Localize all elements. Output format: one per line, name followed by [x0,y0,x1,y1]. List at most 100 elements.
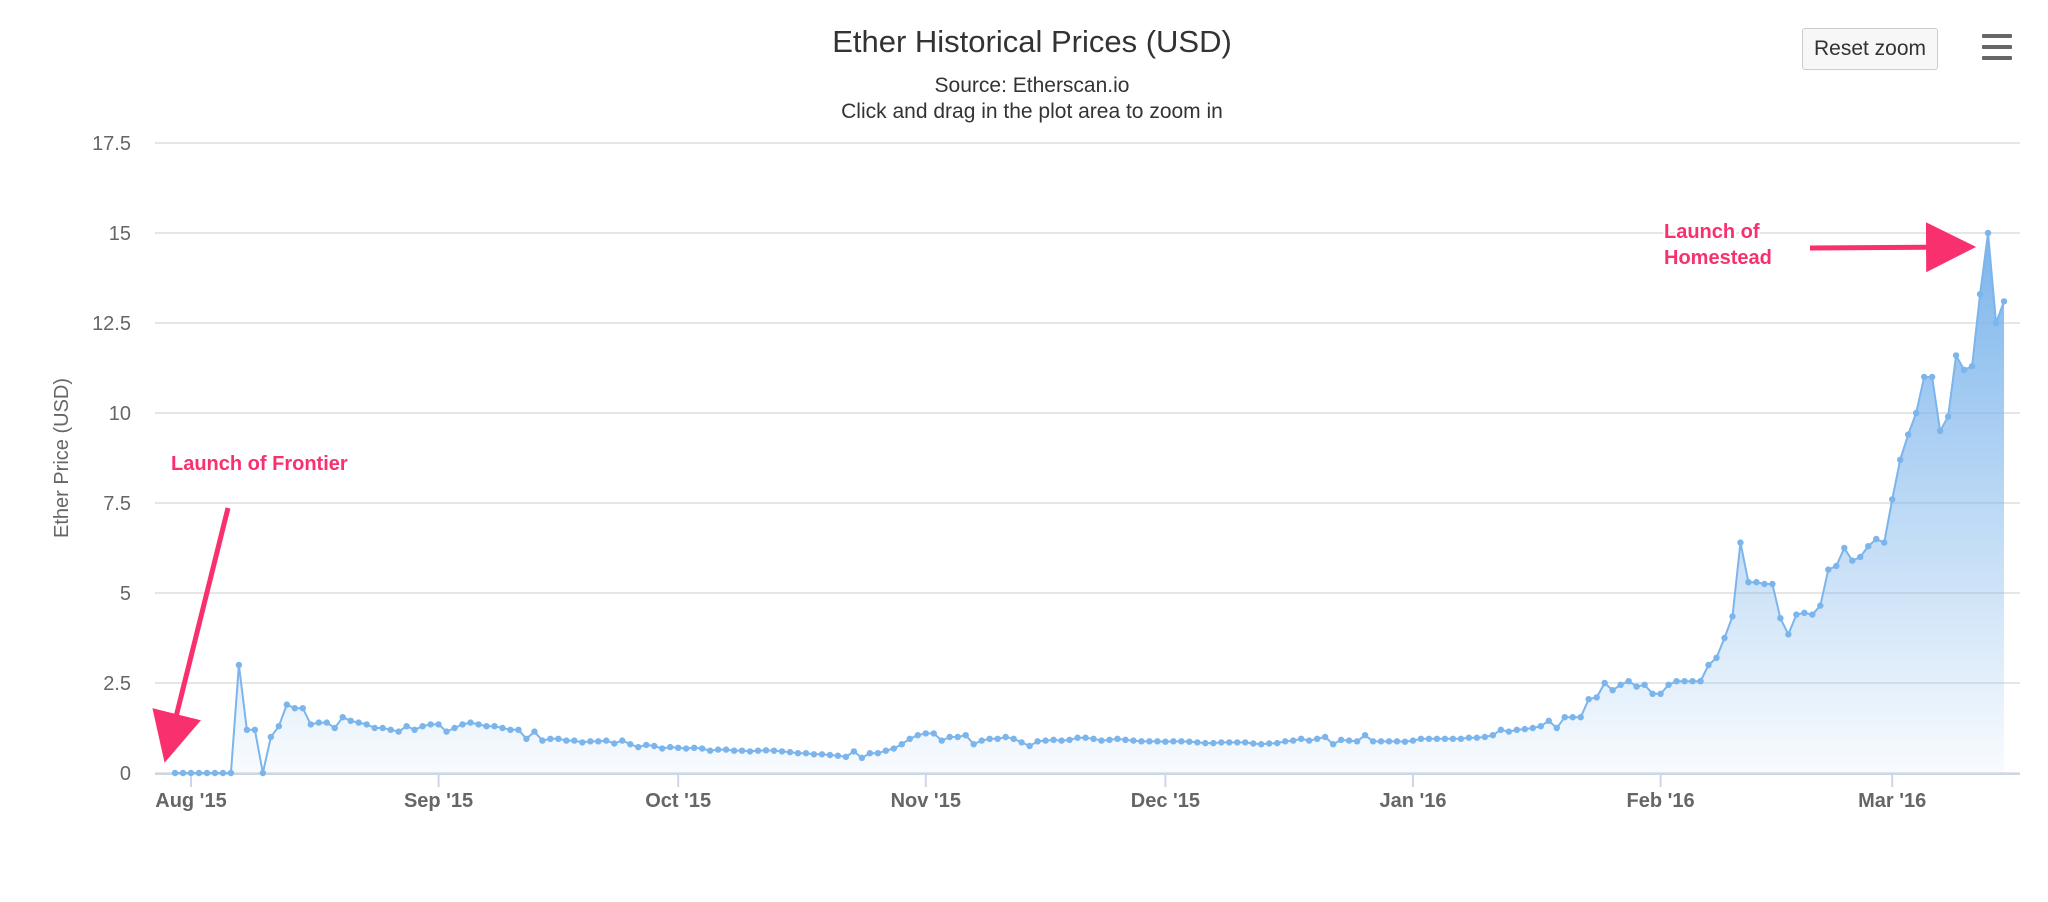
price-data-point[interactable] [762,747,770,754]
price-data-point[interactable] [690,744,698,751]
price-data-point[interactable] [1928,373,1936,381]
price-data-point[interactable] [1944,413,1952,420]
price-data-point[interactable] [571,737,578,744]
price-data-point[interactable] [890,745,898,752]
price-data-point[interactable] [219,769,227,777]
price-data-point[interactable] [1809,611,1816,618]
price-data-point[interactable] [1465,734,1473,741]
price-data-point[interactable] [1178,738,1185,745]
price-data-point[interactable] [858,754,866,762]
price-data-point[interactable] [595,738,602,745]
price-data-point[interactable] [1226,739,1233,746]
price-data-point[interactable] [1090,735,1097,742]
price-data-point[interactable] [722,746,730,753]
price-data-point[interactable] [1577,714,1584,721]
price-data-point[interactable] [1441,735,1449,742]
price-data-point[interactable] [491,723,498,730]
price-data-point[interactable] [1266,740,1273,747]
price-data-point[interactable] [547,735,554,742]
price-data-point[interactable] [882,747,890,754]
price-data-point[interactable] [243,726,251,733]
price-data-point[interactable] [1737,539,1744,546]
price-data-point[interactable] [1705,661,1712,669]
price-data-point[interactable] [1162,738,1169,745]
price-data-point[interactable] [1841,544,1848,552]
price-data-point[interactable] [1250,740,1257,747]
price-data-point[interactable] [323,719,330,726]
price-data-point[interactable] [1234,739,1241,746]
price-data-point[interactable] [1425,735,1433,742]
price-data-point[interactable] [395,728,402,735]
price-data-point[interactable] [1960,366,1968,373]
price-data-point[interactable] [1561,714,1568,721]
price-data-point[interactable] [946,733,953,741]
price-data-point[interactable] [459,721,466,728]
price-data-point[interactable] [938,737,945,744]
price-data-point[interactable] [371,724,378,732]
price-data-point[interactable] [411,726,418,733]
price-data-point[interactable] [1369,738,1377,745]
price-data-point[interactable] [1825,566,1832,573]
price-data-point[interactable] [818,751,826,758]
price-data-point[interactable] [1074,734,1081,741]
price-data-point[interactable] [387,726,394,733]
price-data-point[interactable] [1912,409,1920,417]
price-data-point[interactable] [994,735,1001,742]
hamburger-menu-icon[interactable] [1982,34,2012,60]
price-data-point[interactable] [195,769,203,777]
price-data-point[interactable] [539,737,546,744]
price-data-point[interactable] [1489,732,1497,739]
price-data-point[interactable] [1641,681,1648,688]
price-data-point[interactable] [954,733,961,741]
price-data-point[interactable] [1785,631,1792,638]
price-data-point[interactable] [978,737,985,744]
price-data-point[interactable] [770,747,778,754]
price-data-point[interactable] [419,723,426,730]
price-data-point[interactable] [443,728,450,735]
price-data-point[interactable] [1777,615,1784,622]
price-data-point[interactable] [1593,694,1600,701]
price-data-point[interactable] [1034,738,1041,745]
price-data-point[interactable] [619,737,626,744]
price-data-point[interactable] [754,747,762,754]
price-data-point[interactable] [1753,579,1760,586]
price-data-point[interactable] [914,732,921,739]
price-data-point[interactable] [1665,681,1672,688]
price-data-point[interactable] [1345,737,1353,744]
price-data-point[interactable] [1321,733,1329,741]
price-data-point[interactable] [674,744,682,751]
price-data-point[interactable] [1617,681,1624,688]
price-data-point[interactable] [403,723,410,730]
price-data-point[interactable] [1521,725,1529,733]
price-data-point[interactable] [203,769,211,777]
price-data-point[interactable] [1968,363,1976,370]
price-data-point[interactable] [1258,741,1265,748]
price-data-point[interactable] [714,746,722,753]
price-data-point[interactable] [1976,291,1984,298]
price-data-point[interactable] [1952,352,1960,359]
price-data-point[interactable] [698,745,706,752]
price-data-point[interactable] [1649,690,1656,697]
price-data-point[interactable] [283,701,291,708]
price-data-point[interactable] [1066,736,1073,744]
price-data-point[interactable] [834,752,842,759]
price-data-point[interactable] [1042,737,1049,744]
price-data-point[interactable] [1002,733,1009,741]
price-data-point[interactable] [922,730,929,737]
price-data-point[interactable] [1545,717,1552,724]
price-data-point[interactable] [1106,736,1113,744]
price-data-point[interactable] [1305,737,1313,744]
price-data-point[interactable] [1625,678,1632,685]
price-data-point[interactable] [1385,738,1393,745]
price-data-point[interactable] [1497,726,1505,733]
price-data-point[interactable] [251,726,259,733]
price-data-point[interactable] [515,726,522,733]
price-data-point[interactable] [1122,736,1129,744]
price-data-point[interactable] [1873,535,1880,543]
price-data-point[interactable] [363,721,370,728]
price-data-point[interactable] [235,661,243,669]
price-data-point[interactable] [611,740,618,747]
price-data-point[interactable] [579,739,586,746]
price-data-point[interactable] [842,753,850,760]
price-data-point[interactable] [1337,736,1345,744]
